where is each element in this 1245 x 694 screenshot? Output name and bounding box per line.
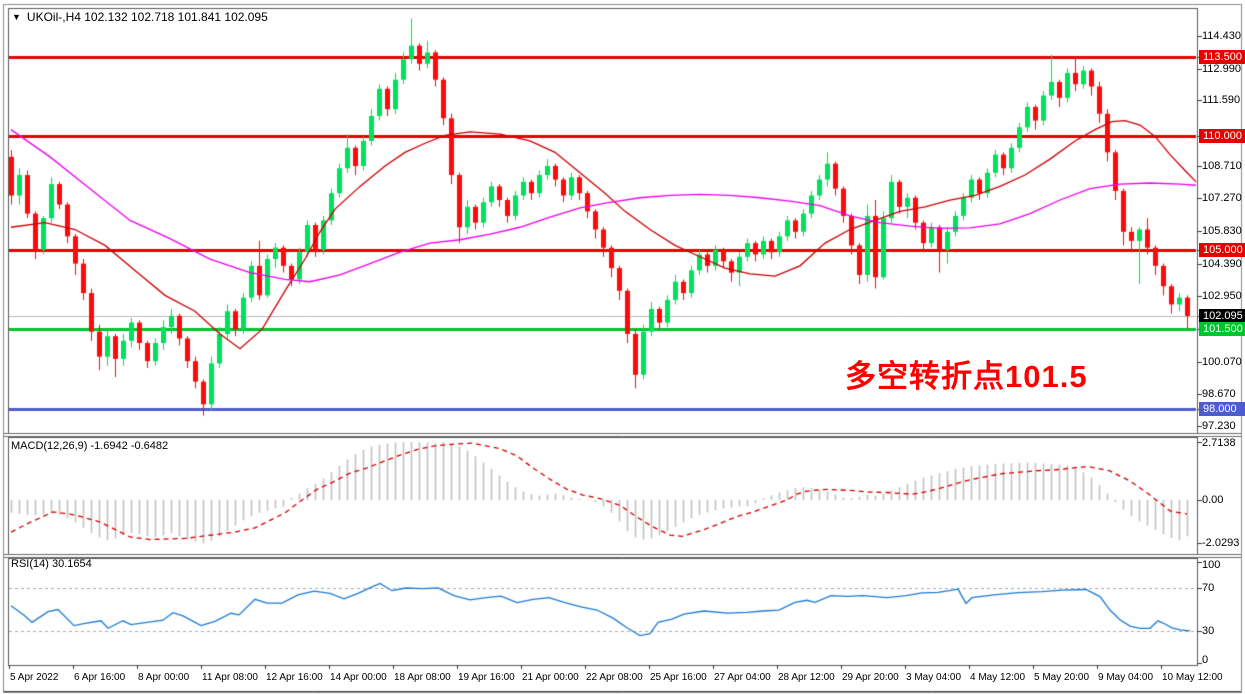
price-tick-label: 100.070: [1202, 355, 1242, 368]
time-axis-label: 21 Apr 00:00: [522, 672, 579, 683]
macd-tick-label: 0.00: [1202, 494, 1224, 506]
current-price-badge: 102.095: [1199, 308, 1245, 323]
price-tick-label: 112.990: [1202, 62, 1241, 75]
rsi-tick-label: 70: [1202, 582, 1215, 594]
time-axis-label: 29 Apr 20:00: [842, 672, 899, 683]
time-axis-label: 14 Apr 00:00: [330, 672, 387, 683]
time-axis-label: 18 Apr 08:00: [394, 672, 451, 683]
symbol-ohlc-text: UKOil-,H4 102.132 102.718 101.841 102.09…: [26, 10, 268, 24]
time-axis-label: 12 Apr 16:00: [266, 672, 323, 683]
rsi-tick-label: 30: [1202, 625, 1215, 637]
macd-indicator-label: MACD(12,26,9) -1.6942 -0.6482: [11, 440, 169, 452]
rsi-tick-label: 100: [1202, 559, 1221, 571]
macd-tick-label: 2.7138: [1202, 437, 1236, 449]
annotation-text: 多空转折点101.5: [845, 359, 1088, 394]
time-axis-label: 6 Apr 16:00: [74, 672, 126, 683]
rsi-tick-label: 0: [1202, 654, 1209, 666]
time-axis-label: 8 Apr 00:00: [138, 672, 190, 683]
price-level-badge: 113.500: [1199, 50, 1245, 64]
time-axis-label: 22 Apr 08:00: [586, 672, 643, 683]
time-axis-label: 9 May 04:00: [1098, 672, 1154, 683]
time-axis-label: 5 Apr 2022: [10, 672, 59, 683]
price-level-badge: 101.500: [1199, 322, 1245, 337]
price-level-badge: 110.000: [1199, 129, 1245, 144]
price-tick-label: 98.670: [1202, 387, 1236, 400]
price-tick-label: 107.270: [1202, 192, 1242, 205]
price-level-badge: 105.000: [1199, 242, 1245, 257]
price-tick-label: 104.390: [1202, 257, 1242, 270]
price-tick-label: 111.590: [1202, 94, 1241, 107]
symbol-dropdown-icon[interactable]: ▼: [12, 12, 21, 22]
time-axis-label: 19 Apr 16:00: [458, 672, 515, 683]
time-axis-label: 10 May 12:00: [1162, 672, 1223, 683]
price-tick-label: 105.830: [1202, 225, 1242, 238]
time-axis-label: 4 May 12:00: [970, 672, 1026, 683]
price-tick-label: 114.430: [1202, 29, 1241, 42]
price-tick-label: 102.950: [1202, 290, 1242, 303]
symbol-title: ▼ UKOil-,H4 102.132 102.718 101.841 102.0…: [12, 10, 268, 24]
time-axis-label: 3 May 04:00: [906, 672, 962, 683]
time-axis-label: 27 Apr 04:00: [714, 672, 771, 683]
price-level-badge: 98.000: [1199, 401, 1245, 416]
time-axis-label: 11 Apr 08:00: [202, 672, 258, 683]
time-axis-label: 25 Apr 16:00: [650, 672, 707, 683]
price-tick-label: 97.230: [1202, 420, 1236, 433]
time-axis-label: 28 Apr 12:00: [778, 672, 835, 683]
price-tick-label: 108.710: [1202, 159, 1242, 172]
time-axis-label: 5 May 20:00: [1034, 672, 1090, 683]
macd-tick-label: -2.0293: [1202, 537, 1240, 550]
rsi-indicator-label: RSI(14) 30.1654: [11, 558, 92, 570]
